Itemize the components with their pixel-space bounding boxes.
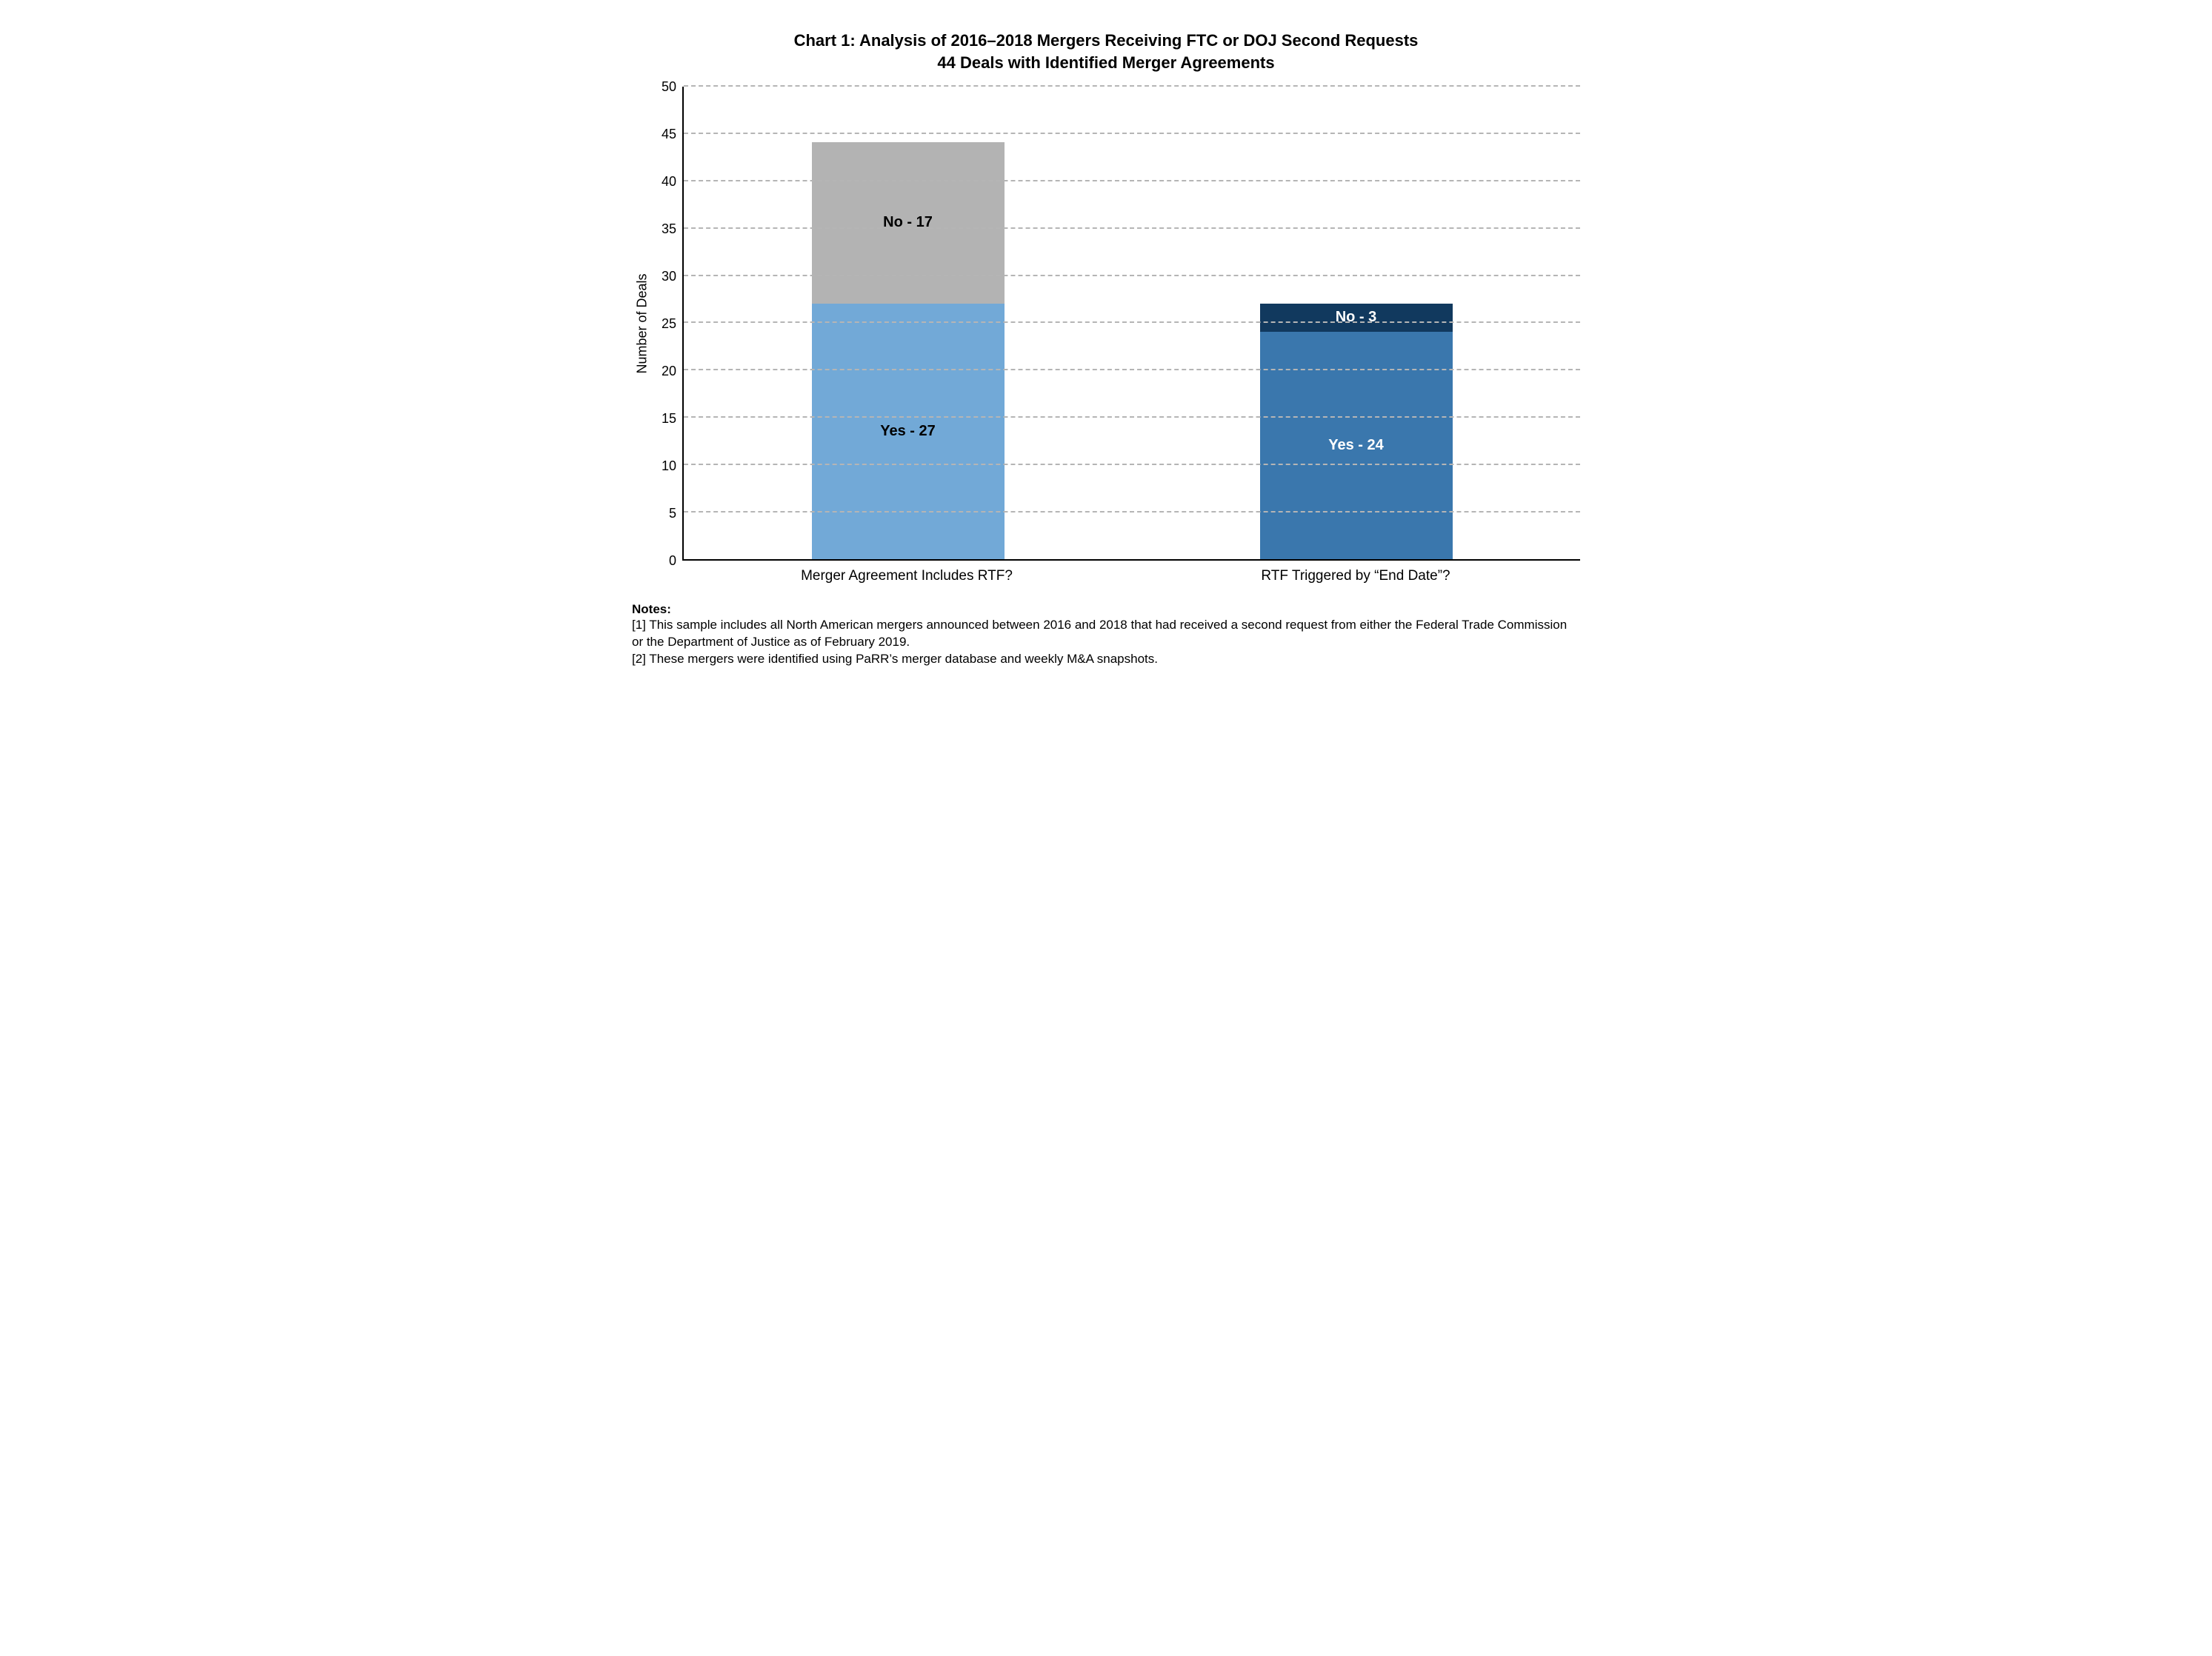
bars-layer: No - 17Yes - 27 No - 3Yes - 24 [684, 87, 1580, 559]
bar-segment: Yes - 24 [1260, 332, 1453, 559]
notes: Notes: [1] This sample includes all Nort… [632, 602, 1580, 668]
gridline [684, 369, 1580, 370]
ylabel-column: Number of Deals [632, 87, 653, 561]
gridline [684, 85, 1580, 87]
gridline [684, 227, 1580, 229]
gridline [684, 464, 1580, 465]
plot-wrapper: Number of Deals 50454035302520151050 No … [632, 87, 1580, 561]
bar-segment: No - 17 [812, 142, 1005, 304]
bar-segment: No - 3 [1260, 304, 1453, 332]
plot-area: No - 17Yes - 27 No - 3Yes - 24 [682, 87, 1580, 561]
notes-body: [1] This sample includes all North Ameri… [632, 617, 1580, 668]
title-line-1: Chart 1: Analysis of 2016–2018 Mergers R… [632, 30, 1580, 52]
gridline [684, 133, 1580, 134]
gridline [684, 180, 1580, 181]
notes-heading: Notes: [632, 602, 1580, 617]
bar-stack: No - 3Yes - 24 [1260, 304, 1453, 560]
x-axis-label: Merger Agreement Includes RTF? [682, 561, 1131, 584]
gridline [684, 416, 1580, 418]
chart-container: Chart 1: Analysis of 2016–2018 Mergers R… [632, 30, 1580, 668]
gridline [684, 275, 1580, 276]
note-line: [1] This sample includes all North Ameri… [632, 617, 1580, 651]
bar-slot: No - 17Yes - 27 [684, 87, 1132, 559]
note-line: [2] These mergers were identified using … [632, 651, 1580, 668]
title-line-2: 44 Deals with Identified Merger Agreemen… [632, 52, 1580, 74]
y-ticks: 50454035302520151050 [653, 87, 682, 561]
chart-title: Chart 1: Analysis of 2016–2018 Mergers R… [632, 30, 1580, 73]
bar-segment: Yes - 27 [812, 304, 1005, 560]
gridline [684, 321, 1580, 323]
y-axis-label: Number of Deals [635, 274, 650, 374]
gridline [684, 511, 1580, 513]
bar-slot: No - 3Yes - 24 [1132, 87, 1580, 559]
x-labels: Merger Agreement Includes RTF?RTF Trigge… [682, 561, 1580, 584]
bar-stack: No - 17Yes - 27 [812, 142, 1005, 559]
x-axis-label: RTF Triggered by “End Date”? [1131, 561, 1580, 584]
